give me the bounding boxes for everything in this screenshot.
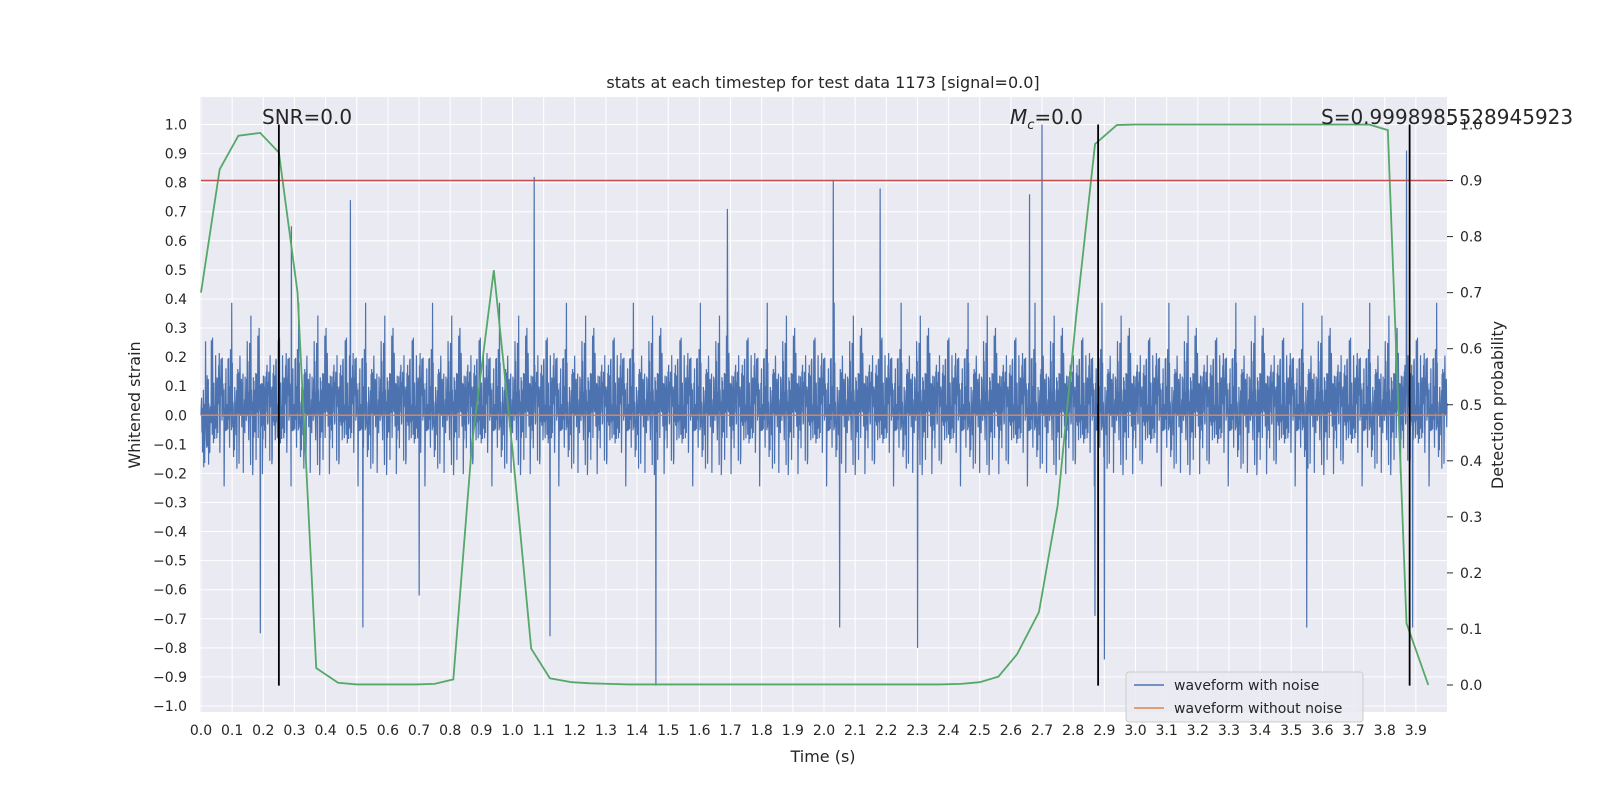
x-tick-label: 2.3	[906, 723, 928, 739]
y-tick-label: −1.0	[153, 699, 187, 715]
y-right-tick-label: 1.0	[1460, 118, 1482, 134]
y-tick-label: −0.2	[153, 466, 187, 482]
x-tick-label: 2.2	[875, 723, 897, 739]
y-tick-label: 0.4	[165, 292, 187, 308]
y-tick-label: 0.7	[165, 205, 187, 221]
x-tick-label: 2.8	[1062, 723, 1084, 739]
y-tick-label: 0.5	[165, 263, 187, 279]
y-tick-label: 0.9	[165, 147, 187, 163]
y-tick-label: −0.4	[153, 525, 187, 541]
y-right-tick-label: 0.8	[1460, 230, 1482, 246]
x-tick-label: 3.6	[1311, 723, 1333, 739]
x-tick-label: 3.3	[1218, 723, 1240, 739]
legend-label-clean: waveform without noise	[1174, 701, 1342, 717]
x-tick-label: 2.7	[1031, 723, 1053, 739]
series-detection-probability	[200, 123, 1430, 686]
x-tick-label: 3.0	[1124, 723, 1146, 739]
y-tick-label: −0.3	[153, 495, 187, 511]
x-tick-label: 0.0	[190, 723, 212, 739]
mc-subscript: c	[1027, 118, 1034, 133]
x-tick-label: 1.0	[501, 723, 523, 739]
y-tick-label: −0.6	[153, 583, 187, 599]
y-right-tick-label: 0.6	[1460, 342, 1482, 358]
x-tick-label: 2.9	[1093, 723, 1115, 739]
x-tick-label: 3.4	[1249, 723, 1271, 739]
y-right-tick-label: 0.3	[1460, 510, 1482, 526]
x-tick-label: 0.3	[283, 723, 305, 739]
x-tick-label: 3.2	[1187, 723, 1209, 739]
x-axis-label: Time (s)	[789, 747, 855, 766]
y-axis-label: Whitened strain	[125, 341, 144, 468]
x-tick-label: 0.1	[221, 723, 243, 739]
x-tick-label: 1.3	[595, 723, 617, 739]
y-tick-label: 0.0	[165, 408, 187, 424]
y-right-tick-label: 0.2	[1460, 566, 1482, 582]
series-waveform-with-noise	[200, 124, 1448, 686]
x-tick-label: 3.8	[1374, 723, 1396, 739]
x-tick-label: 2.4	[937, 723, 959, 739]
y-tick-label: −0.8	[153, 641, 187, 657]
y-tick-label: 1.0	[165, 118, 187, 134]
x-tick-label: 1.1	[533, 723, 555, 739]
y-right-tick-label: 0.5	[1460, 398, 1482, 414]
x-tick-label: 0.4	[314, 723, 336, 739]
y-tick-label: −0.7	[153, 612, 187, 628]
y-tick-label: 0.8	[165, 176, 187, 192]
x-tick-label: 2.5	[969, 723, 991, 739]
x-tick-label: 0.8	[439, 723, 461, 739]
legend-label-noise: waveform with noise	[1174, 678, 1319, 694]
y-right-tick-label: 0.4	[1460, 454, 1482, 470]
x-tick-label: 1.5	[657, 723, 679, 739]
x-tick-label: 3.7	[1342, 723, 1364, 739]
y-right-tick-labels: 1.0 0.9 0.8 0.7 0.6 0.5 0.4 0.3 0.2 0.1 0.0	[1447, 118, 1482, 694]
y-tick-label: 0.2	[165, 350, 187, 366]
y-tick-label: −0.1	[153, 437, 187, 453]
x-tick-label: 1.4	[626, 723, 648, 739]
y-tick-label: −0.5	[153, 554, 187, 570]
y-right-tick-label: 0.7	[1460, 286, 1482, 302]
x-tick-label: 1.8	[751, 723, 773, 739]
legend-box	[1125, 671, 1364, 723]
x-tick-labels: 0.0 0.1 0.2 0.3 0.4 0.5 0.6 0.7 0.8 0.9 1.0 1.1 1.2 1…	[190, 723, 1427, 739]
x-tick-label: 1.6	[688, 723, 710, 739]
chart-title: stats at each timestep for test data 117…	[606, 73, 1039, 92]
s-annotation: S=0.9998985528945923	[1321, 105, 1573, 129]
series-group	[200, 123, 1448, 686]
y-tick-label: −0.9	[153, 670, 187, 686]
x-tick-label: 1.7	[719, 723, 741, 739]
y-tick-labels: 1.0 0.9 0.8 0.7 0.6 0.5 0.4 0.3 0.2 0.1 0.0 −0.1 −0.…	[153, 118, 187, 716]
snr-annotation: SNR=0.0	[262, 105, 352, 129]
x-tick-label: 2.0	[813, 723, 835, 739]
x-tick-label: 0.2	[252, 723, 274, 739]
x-tick-label: 1.2	[564, 723, 586, 739]
x-tick-label: 3.1	[1156, 723, 1178, 739]
y-right-tick-label: 0.0	[1460, 678, 1482, 694]
x-tick-label: 0.5	[346, 723, 368, 739]
x-tick-label: 0.9	[470, 723, 492, 739]
y-tick-label: 0.1	[165, 379, 187, 395]
y-right-axis-label: Detection probability	[1488, 321, 1507, 489]
mc-value: =0.0	[1034, 105, 1083, 129]
x-tick-label: 0.7	[408, 723, 430, 739]
x-tick-label: 0.6	[377, 723, 399, 739]
x-tick-label: 1.9	[782, 723, 804, 739]
mc-symbol: M	[1010, 105, 1027, 129]
x-tick-label: 3.9	[1405, 723, 1427, 739]
y-right-tick-label: 0.1	[1460, 622, 1482, 638]
vertical-lines-group	[277, 124, 1411, 686]
y-tick-label: 0.6	[165, 234, 187, 250]
x-tick-label: 3.5	[1280, 723, 1302, 739]
legend: waveform with noise waveform without noi…	[1125, 671, 1364, 723]
y-tick-label: 0.3	[165, 321, 187, 337]
y-right-tick-label: 0.9	[1460, 174, 1482, 190]
x-tick-label: 2.1	[844, 723, 866, 739]
x-tick-label: 2.6	[1000, 723, 1022, 739]
mc-annotation: Mc=0.0	[1010, 105, 1083, 133]
